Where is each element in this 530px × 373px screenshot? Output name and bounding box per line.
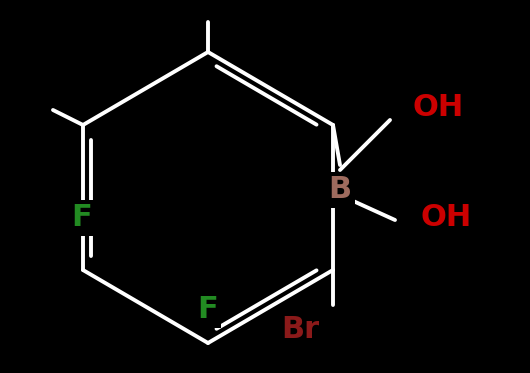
- Text: OH: OH: [420, 204, 471, 232]
- Text: OH: OH: [412, 94, 463, 122]
- Text: Br: Br: [281, 316, 319, 345]
- Text: F: F: [72, 204, 92, 232]
- Text: B: B: [329, 176, 351, 204]
- Text: F: F: [198, 295, 218, 325]
